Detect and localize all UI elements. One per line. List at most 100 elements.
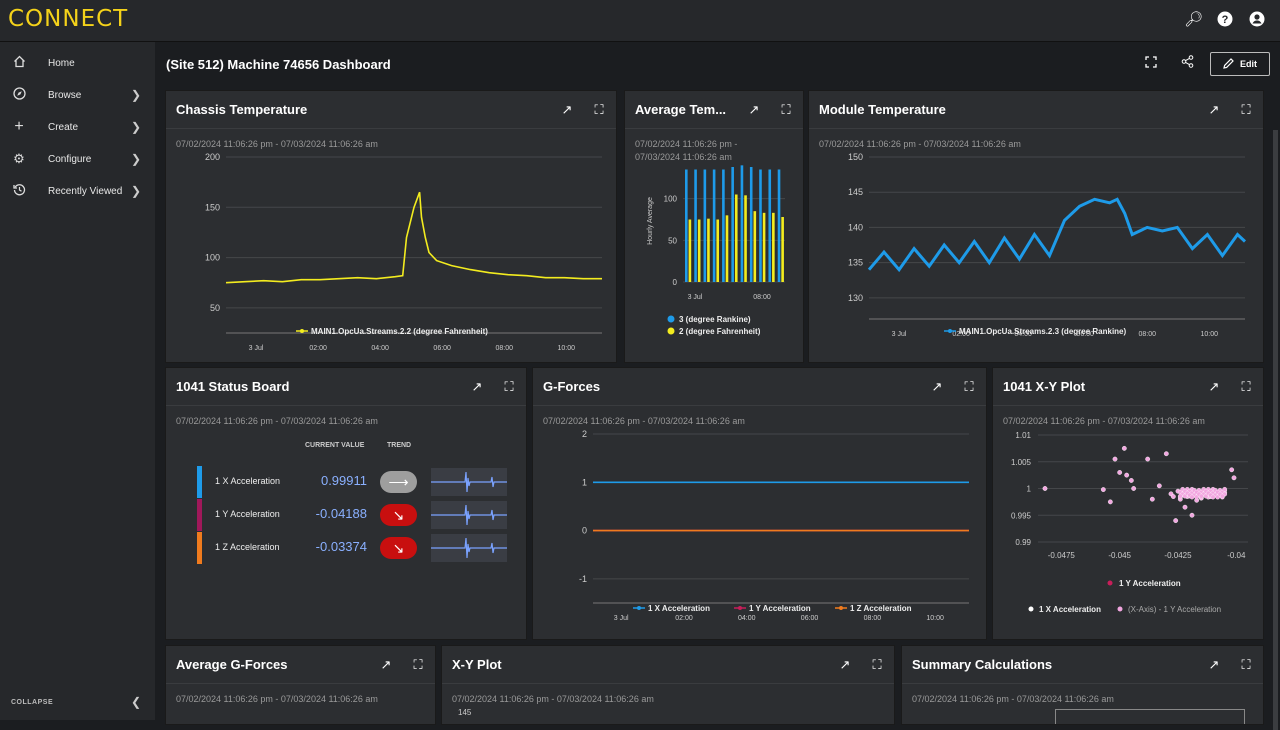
card-title: Module Temperature <box>819 102 946 117</box>
bar <box>707 218 710 282</box>
series-line <box>867 197 1247 273</box>
y-axis-label: Hourly Average <box>647 197 654 245</box>
legend-label: MAIN1.OpcUa.Streams.2.3 (degree Rankine) <box>959 327 1127 336</box>
expand-icon[interactable]: ⛶ <box>594 102 604 117</box>
status-value: 0.99911 <box>320 473 367 488</box>
xy-plot-1041-card: 1041 X-Y Plot ↗ ⛶ 07/02/2024 11:06:26 pm … <box>992 367 1264 640</box>
summary-table <box>1055 709 1245 724</box>
date-range: 07/02/2024 11:06:26 pm - 07/03/2024 11:0… <box>819 139 1021 149</box>
bar <box>697 219 701 282</box>
y-tick-label: 1 <box>582 477 587 487</box>
status-row: 1 Y Acceleration -0.04188 ↘ <box>197 499 507 531</box>
y-tick-label: 150 <box>205 202 220 212</box>
y-tick-label: 1.005 <box>1011 458 1032 467</box>
chevron-left-icon[interactable]: ❮ <box>130 695 141 709</box>
account-icon[interactable] <box>1248 11 1266 29</box>
legend-label: 2 (degree Fahrenheit) <box>679 327 761 336</box>
open-external-icon[interactable]: ↗ <box>748 102 760 117</box>
y-tick-label: 135 <box>848 258 863 268</box>
scatter-point <box>1229 467 1235 473</box>
scrollbar[interactable] <box>1273 130 1278 730</box>
legend-label: 1 X Acceleration <box>648 604 710 613</box>
status-label: 1 X Acceleration <box>215 476 281 486</box>
y-tick-label: 0 <box>673 278 678 287</box>
x-tick-label: -0.0425 <box>1164 551 1192 560</box>
x-tick-label: -0.04 <box>1227 551 1246 560</box>
search-icon[interactable]: 🔎︎ <box>1184 11 1204 28</box>
expand-icon[interactable]: ⛶ <box>1241 379 1251 394</box>
trend-header: TREND <box>387 442 412 449</box>
scatter-point <box>1222 487 1228 492</box>
trend-down-icon: ↘ <box>380 504 417 526</box>
legend-label: (X-Axis) - 1 Y Acceleration <box>1128 605 1221 614</box>
chassis-temperature-card: Chassis Temperature ↗ ⛶ 07/02/2024 11:06:… <box>165 90 617 363</box>
sidebar-item-home[interactable]: Home <box>0 47 155 79</box>
share-icon[interactable] <box>1174 52 1200 76</box>
scatter-point <box>1121 445 1127 451</box>
open-external-icon[interactable]: ↗ <box>1208 379 1220 394</box>
sidebar-item-browse[interactable]: Browse ❯ <box>0 79 155 111</box>
scatter-point <box>1117 470 1123 475</box>
bar <box>694 169 697 282</box>
chevron-right-icon: ❯ <box>130 152 141 166</box>
expand-icon[interactable]: ⛶ <box>872 657 882 672</box>
expand-icon[interactable]: ⛶ <box>1241 102 1251 117</box>
expand-icon[interactable]: ⛶ <box>1241 657 1251 672</box>
expand-icon[interactable]: ⛶ <box>504 379 514 394</box>
legend-marker <box>1028 606 1034 612</box>
legend-marker <box>667 315 675 323</box>
bar <box>772 212 775 282</box>
open-external-icon[interactable]: ↗ <box>380 657 392 672</box>
y-tick-label: 0.99 <box>1015 538 1031 547</box>
legend-label: 1 Y Acceleration <box>749 604 811 613</box>
open-external-icon[interactable]: ↗ <box>561 102 573 117</box>
open-external-icon[interactable]: ↗ <box>1208 102 1220 117</box>
sidebar-item-configure[interactable]: ⚙ Configure ❯ <box>0 143 155 175</box>
sidebar-item-label: Recently Viewed <box>48 185 123 197</box>
collapse-label[interactable]: COLLAPSE <box>11 699 54 706</box>
status-label: 1 Z Acceleration <box>215 542 280 552</box>
sidebar-item-label: Browse <box>48 89 82 101</box>
connect-logo[interactable]: CONNECT <box>8 6 129 32</box>
fullscreen-icon[interactable] <box>1138 52 1164 76</box>
bar <box>722 169 725 282</box>
plus-icon: + <box>14 118 24 135</box>
status-row: 1 Z Acceleration -0.03374 ↘ <box>197 532 507 564</box>
open-external-icon[interactable]: ↗ <box>471 379 483 394</box>
edit-button[interactable]: Edit <box>1210 52 1270 76</box>
open-external-icon[interactable]: ↗ <box>1208 657 1220 672</box>
open-external-icon[interactable]: ↗ <box>931 379 943 394</box>
chevron-right-icon: ❯ <box>130 88 141 102</box>
sidebar: Home Browse ❯ + Create ❯ ⚙ Configure ❯ R… <box>0 42 155 720</box>
pencil-icon <box>1223 57 1234 71</box>
x-tick-label: 3 Jul <box>614 615 629 622</box>
edit-button-label: Edit <box>1240 59 1257 69</box>
chevron-right-icon: ❯ <box>130 184 141 198</box>
legend-marker <box>300 329 304 333</box>
y-tick-label: 0.995 <box>1011 511 1032 520</box>
y-tick-label: 145 <box>458 708 472 717</box>
sidebar-item-recently-viewed[interactable]: Recently Viewed ❯ <box>0 175 155 207</box>
card-title: 1041 Status Board <box>176 379 290 394</box>
scatter-point <box>1128 478 1134 483</box>
expand-icon[interactable]: ⛶ <box>413 657 423 672</box>
date-range: 07/02/2024 11:06:26 pm - 07/03/2024 11:06… <box>635 138 737 164</box>
y-tick-label: 1.01 <box>1015 431 1031 440</box>
card-title: Average Tem... <box>635 102 727 117</box>
x-tick-label: 02:00 <box>675 615 693 622</box>
xy-plot-card: X-Y Plot ↗ ⛶ 07/02/2024 11:06:26 pm - 07/… <box>441 645 895 725</box>
current-value-header: CURRENT VALUE <box>305 442 365 449</box>
chassis-temperature-chart: 50 100 150 200 3 Jul 02:00 04:00 06:00 08:00 10:0… <box>205 152 602 352</box>
date-range: 07/02/2024 11:06:26 pm - 07/03/2024 11:0… <box>1003 416 1205 426</box>
svg-text:?: ? <box>1222 14 1229 26</box>
sidebar-item-create[interactable]: + Create ❯ <box>0 111 155 143</box>
legend-marker <box>738 606 742 610</box>
expand-icon[interactable]: ⛶ <box>964 379 974 394</box>
average-temperature-card: Average Tem... ↗ ⛶ 07/02/2024 11:06:26 pm… <box>624 90 804 363</box>
expand-icon[interactable]: ⛶ <box>781 102 791 117</box>
date-range: 07/02/2024 11:06:26 pm - 07/03/2024 11:0… <box>452 694 654 704</box>
x-tick-label: 10:00 <box>1201 331 1219 338</box>
help-icon[interactable]: ? <box>1216 11 1234 29</box>
scatter-point <box>1107 499 1113 505</box>
open-external-icon[interactable]: ↗ <box>839 657 851 672</box>
